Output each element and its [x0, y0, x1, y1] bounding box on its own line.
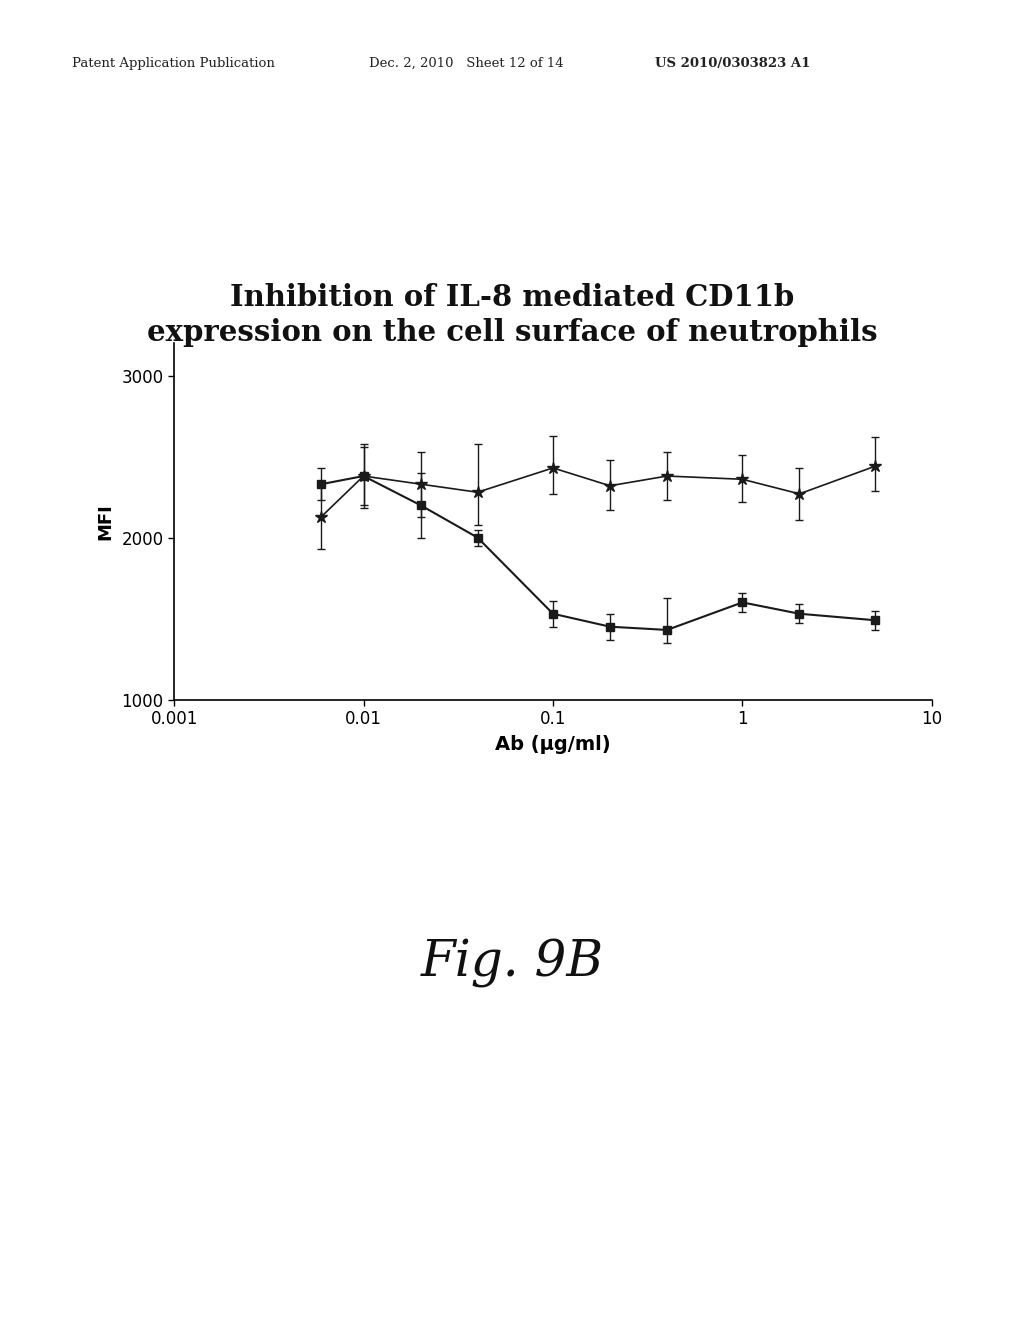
X-axis label: Ab (μg/ml): Ab (μg/ml)	[496, 735, 610, 754]
Text: Inhibition of IL-8 mediated CD11b: Inhibition of IL-8 mediated CD11b	[229, 282, 795, 312]
Text: Patent Application Publication: Patent Application Publication	[72, 57, 274, 70]
Text: expression on the cell surface of neutrophils: expression on the cell surface of neutro…	[146, 318, 878, 347]
Y-axis label: MFI: MFI	[96, 503, 115, 540]
Text: Dec. 2, 2010   Sheet 12 of 14: Dec. 2, 2010 Sheet 12 of 14	[369, 57, 563, 70]
Text: US 2010/0303823 A1: US 2010/0303823 A1	[655, 57, 811, 70]
Text: Fig. 9B: Fig. 9B	[421, 939, 603, 989]
